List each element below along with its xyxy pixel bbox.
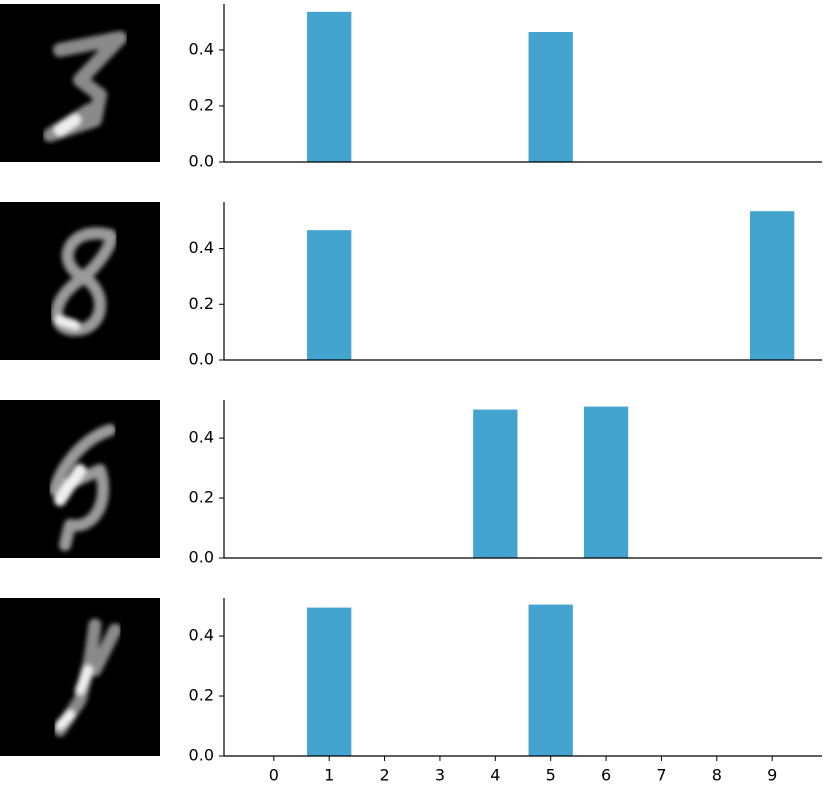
- x-tick-label: 3: [435, 766, 445, 785]
- x-tick-label: 2: [379, 766, 389, 785]
- x-tick-label: 7: [656, 766, 666, 785]
- y-tick-label: 0.2: [189, 95, 214, 114]
- y-tick-label: 0.0: [189, 350, 214, 369]
- y-tick-label: 0.0: [189, 746, 214, 765]
- x-tick-label: 5: [546, 766, 556, 785]
- digit-image: [0, 202, 160, 360]
- digit-image: [0, 598, 160, 756]
- bar: [750, 211, 795, 360]
- digit-image: [0, 400, 160, 558]
- bar: [473, 409, 518, 558]
- bar: [307, 230, 352, 360]
- bar: [528, 32, 573, 162]
- y-tick-label: 0.0: [189, 152, 214, 171]
- y-tick-label: 0.2: [189, 488, 214, 507]
- x-tick-label: 1: [324, 766, 334, 785]
- y-tick-label: 0.4: [189, 626, 214, 645]
- y-tick-label: 0.2: [189, 294, 214, 313]
- y-tick-label: 0.2: [189, 686, 214, 705]
- bar: [307, 11, 352, 163]
- y-tick-label: 0.4: [189, 428, 214, 447]
- x-tick-label: 8: [712, 766, 722, 785]
- bar: [583, 406, 629, 558]
- x-tick-label: 4: [490, 766, 500, 785]
- y-tick-label: 0.4: [189, 39, 214, 58]
- bar: [307, 607, 352, 756]
- x-tick-label: 0: [269, 766, 279, 785]
- y-tick-label: 0.4: [189, 238, 214, 257]
- y-tick-label: 0.0: [189, 548, 214, 567]
- bar: [528, 604, 573, 756]
- digit-image: [0, 4, 160, 162]
- x-tick-label: 9: [767, 766, 777, 785]
- x-tick-label: 6: [601, 766, 611, 785]
